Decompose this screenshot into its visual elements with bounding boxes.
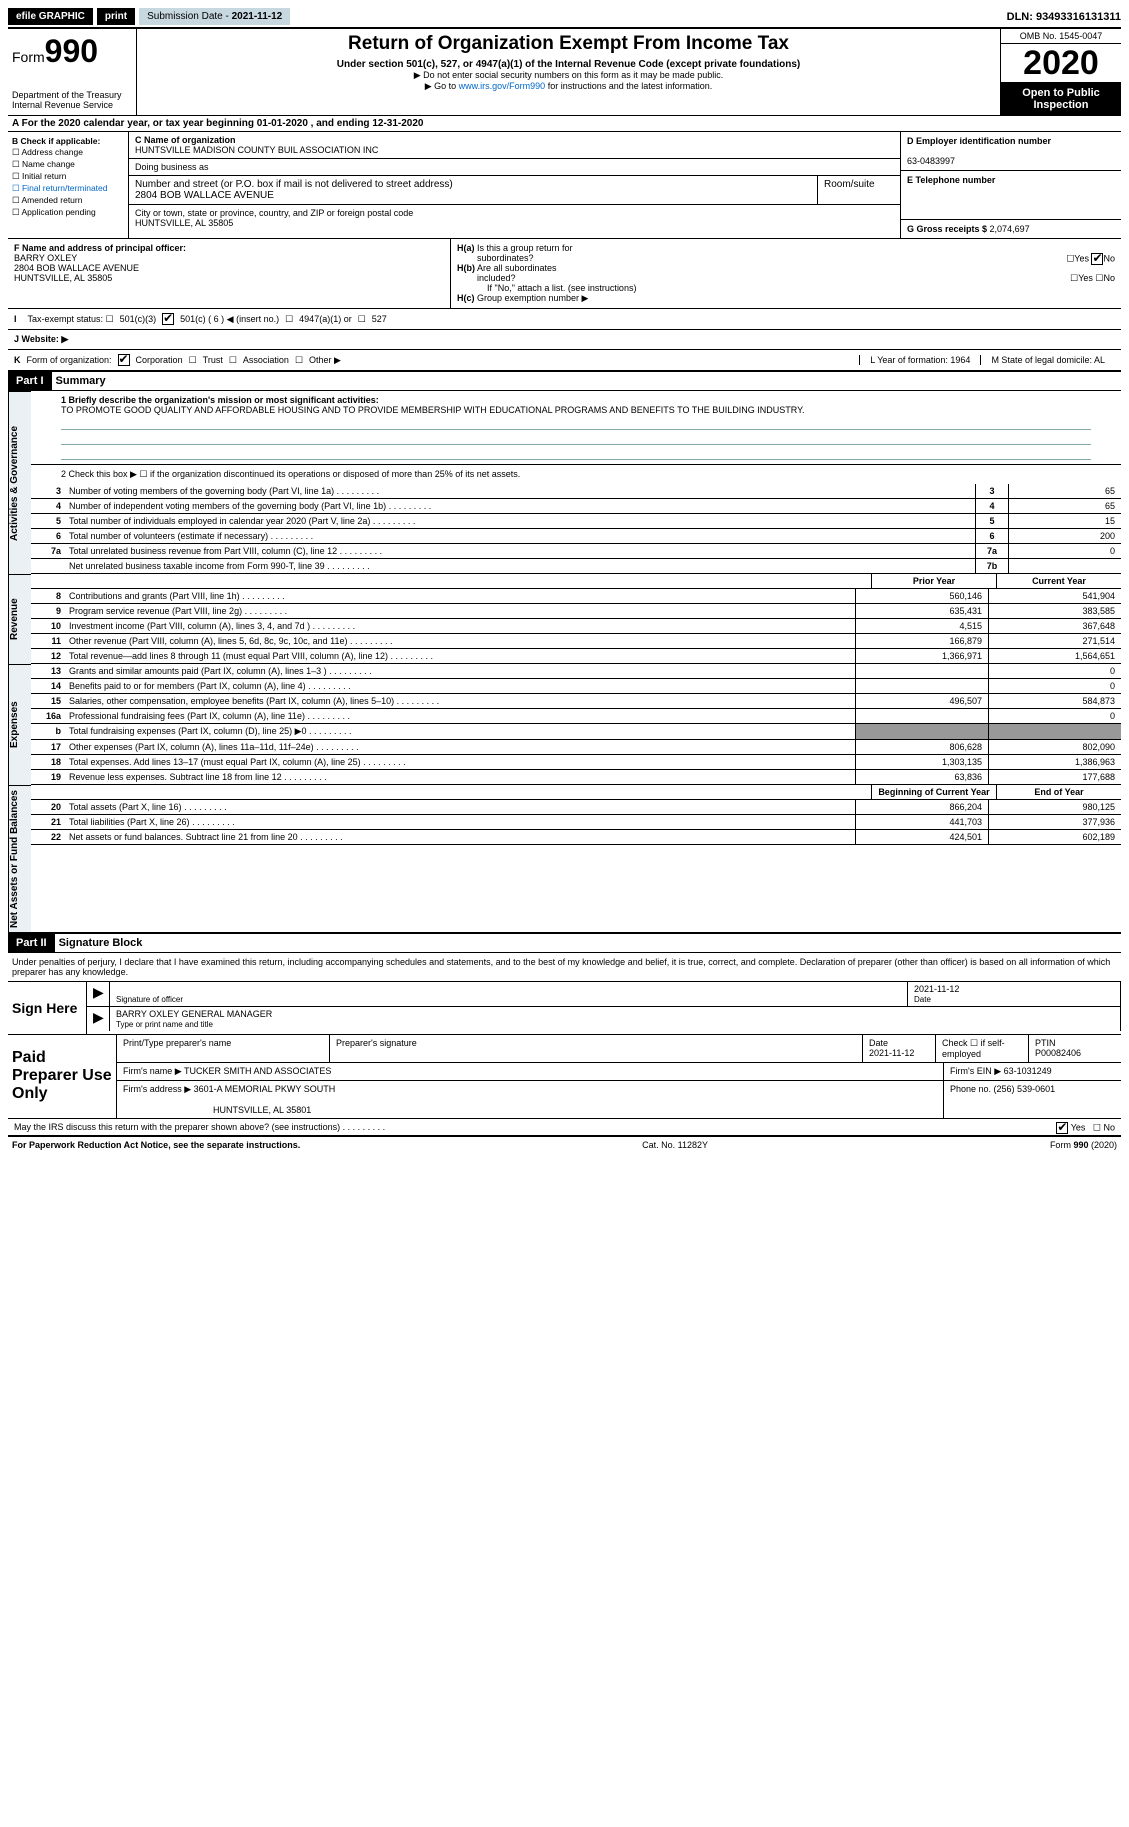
vtab-netassets: Net Assets or Fund Balances [8,785,31,932]
gov-row: 3 Number of voting members of the govern… [31,484,1121,499]
vtab-governance: Activities & Governance [8,391,31,574]
gov-row: 4 Number of independent voting members o… [31,499,1121,514]
irs-link[interactable]: www.irs.gov/Form990 [459,81,546,91]
website-row: J Website: ▶ [8,330,1121,350]
gov-row: Net unrelated business taxable income fr… [31,559,1121,574]
print-btn[interactable]: print [97,8,135,25]
fin-row: 14 Benefits paid to or for members (Part… [31,679,1121,694]
org-form-row: K Form of organization: Corporation ☐ Tr… [8,350,1121,372]
entity-block: B Check if applicable: ☐ Address change … [8,132,1121,239]
fin-row: 21 Total liabilities (Part X, line 26) 4… [31,815,1121,830]
paid-preparer-label: Paid Preparer Use Only [8,1035,117,1118]
fin-row: 12 Total revenue—add lines 8 through 11 … [31,649,1121,664]
fin-row: 16a Professional fundraising fees (Part … [31,709,1121,724]
gov-row: 7a Total unrelated business revenue from… [31,544,1121,559]
fin-row: 22 Net assets or fund balances. Subtract… [31,830,1121,845]
topbar: efile GRAPHIC print Submission Date - 20… [8,8,1121,29]
tax-status-row: I Tax-exempt status: ☐ 501(c)(3) 501(c) … [8,309,1121,330]
fin-row: 15 Salaries, other compensation, employe… [31,694,1121,709]
officer-row: F Name and address of principal officer:… [8,239,1121,309]
fin-row: 8 Contributions and grants (Part VIII, l… [31,589,1121,604]
vtab-revenue: Revenue [8,574,31,664]
part2-head: Part II [8,934,55,952]
efile-btn[interactable]: efile GRAPHIC [8,8,93,25]
dln: DLN: 93493316131311 [1007,11,1121,23]
form-title: Return of Organization Exempt From Incom… [145,33,992,55]
fin-row: 20 Total assets (Part X, line 16) 866,20… [31,800,1121,815]
fin-row: 17 Other expenses (Part IX, column (A), … [31,740,1121,755]
tax-year-row: A For the 2020 calendar year, or tax yea… [8,116,1121,132]
fin-row: 13 Grants and similar amounts paid (Part… [31,664,1121,679]
fin-row: 19 Revenue less expenses. Subtract line … [31,770,1121,785]
submission-date: Submission Date - 2021-11-12 [139,8,290,25]
fin-row: 18 Total expenses. Add lines 13–17 (must… [31,755,1121,770]
gov-row: 6 Total number of volunteers (estimate i… [31,529,1121,544]
fin-row: 10 Investment income (Part VIII, column … [31,619,1121,634]
sign-here-label: Sign Here [8,982,87,1034]
fin-row: 9 Program service revenue (Part VIII, li… [31,604,1121,619]
gov-row: 5 Total number of individuals employed i… [31,514,1121,529]
part1-head: Part I [8,372,52,390]
fin-row: b Total fundraising expenses (Part IX, c… [31,724,1121,740]
form-header: Form990 Department of the Treasury Inter… [8,29,1121,116]
fin-row: 11 Other revenue (Part VIII, column (A),… [31,634,1121,649]
vtab-expenses: Expenses [8,664,31,785]
